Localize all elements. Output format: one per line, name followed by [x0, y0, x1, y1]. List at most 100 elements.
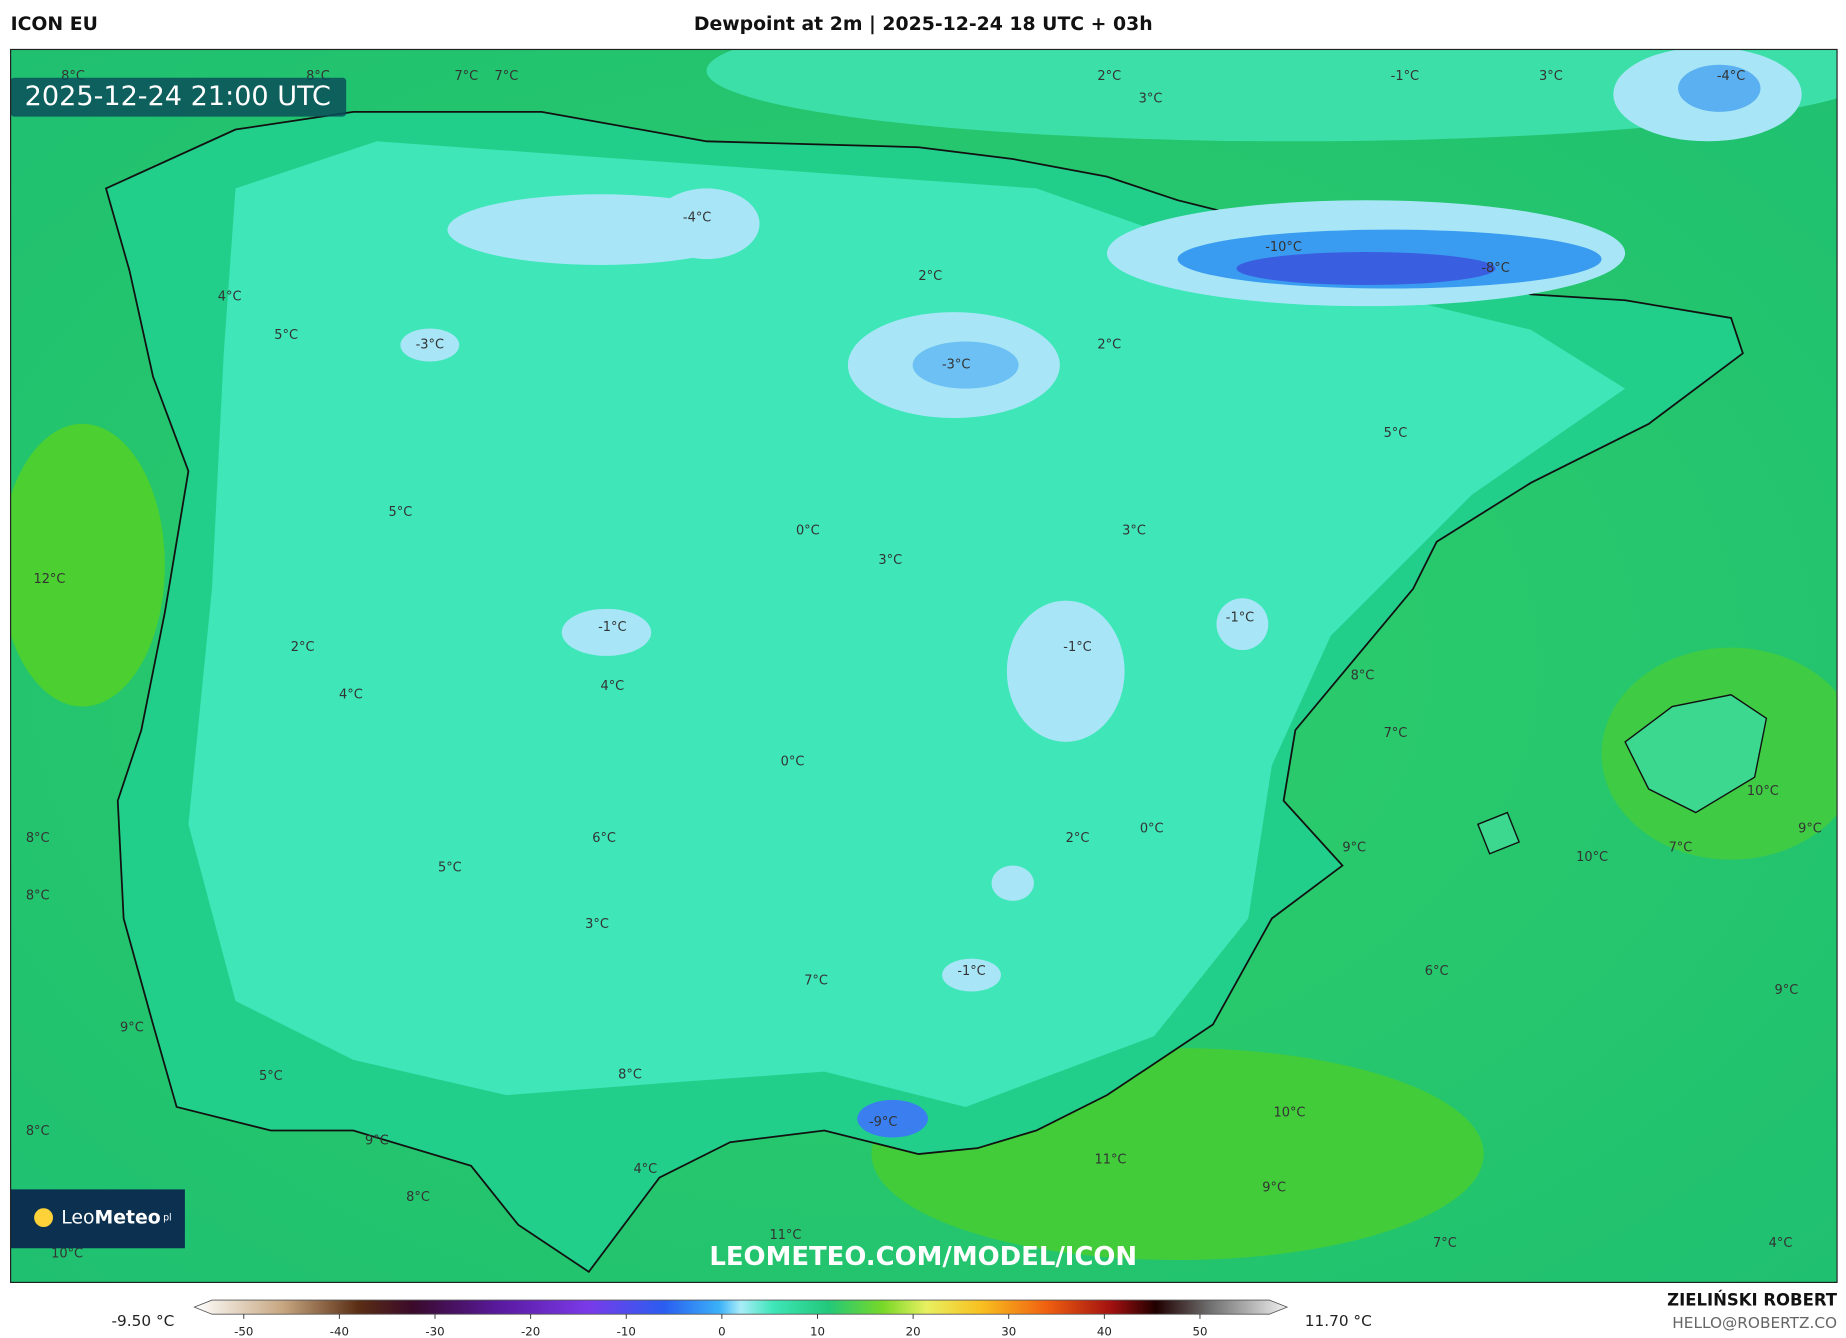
temperature-label: -8°C	[1481, 261, 1509, 276]
interior	[188, 141, 1626, 1107]
cold-area	[991, 865, 1034, 901]
cold-area	[653, 188, 760, 260]
ibiza	[1476, 811, 1521, 855]
temperature-label: 10°C	[51, 1247, 83, 1262]
temperature-label: 7°C	[1433, 1236, 1457, 1251]
logo: LeoMeteo pl	[61, 1207, 171, 1228]
temperature-labels: 8°C 8°C 7°C 7°C 2°C 3°C -1°C 3°C -4°C -4°C -10°C -8…	[26, 69, 1822, 1262]
temperature-label: 4°C	[600, 679, 624, 694]
temperature-label: -1°C	[1226, 611, 1254, 626]
warm-area	[10, 423, 165, 707]
valid-time: 2025-12-24 21:00 UTC	[25, 81, 331, 112]
cold-area	[400, 328, 460, 362]
temperature-label: 4°C	[218, 289, 242, 304]
temperature-label: 4°C	[633, 1162, 657, 1177]
temperature-label: 7°C	[804, 973, 828, 988]
temperature-label: 0°C	[796, 524, 820, 539]
temperature-label: 0°C	[781, 754, 805, 769]
temperature-label: 8°C	[618, 1068, 642, 1083]
temperature-label: 10°C	[1576, 850, 1608, 865]
temperature-label: 5°C	[438, 860, 462, 875]
mallorca	[1624, 694, 1768, 814]
colorbar-max: 11.70 °C	[1305, 1312, 1372, 1330]
colorbar-tick-label: -50	[234, 1324, 253, 1338]
temperature-label: 8°C	[26, 831, 50, 846]
cold-area	[1216, 598, 1269, 651]
temperature-label: -3°C	[416, 338, 444, 353]
temperature-label: 5°C	[259, 1069, 283, 1084]
temperature-label: 2°C	[918, 269, 942, 284]
temperature-label: -3°C	[942, 358, 970, 373]
cold-area	[1006, 600, 1125, 742]
colorbar-scale	[193, 1299, 1289, 1315]
temperature-label: 10°C	[1747, 784, 1779, 799]
colorbar-tick-label: 10	[810, 1324, 825, 1338]
temperature-label: 6°C	[592, 831, 616, 846]
temperature-label: 9°C	[1798, 822, 1822, 837]
temperature-label: -1°C	[957, 964, 985, 979]
temperature-label: 2°C	[291, 640, 315, 655]
temperature-label: 11°C	[769, 1228, 801, 1243]
logo-bold: Meteo	[95, 1207, 161, 1228]
logo-light: Leo	[61, 1207, 94, 1228]
temperature-label: -9°C	[869, 1115, 897, 1130]
temperature-label: 3°C	[1139, 91, 1163, 106]
temperature-label: 7°C	[1384, 726, 1408, 741]
map-frame	[10, 48, 1838, 1283]
temperature-label: 9°C	[1775, 983, 1799, 998]
colorbar: -9.50 °C 11.70 °C -50 -40 -30 -20 -10 0 10 20 30…	[112, 1299, 1372, 1338]
cold-area	[942, 958, 1001, 992]
temperature-label: 9°C	[365, 1134, 389, 1149]
temperature-label: -4°C	[683, 210, 711, 225]
colorbar-tick-label: 0	[718, 1324, 726, 1338]
time-box	[10, 77, 347, 117]
temperature-label: 3°C	[585, 917, 609, 932]
temperature-label: 8°C	[26, 1124, 50, 1139]
temperature-label: 8°C	[26, 889, 50, 904]
temperature-label: 2°C	[1066, 831, 1090, 846]
map-title: Dewpoint at 2m | 2025-12-24 18 UTC + 03h	[694, 14, 1153, 35]
watermark: LEOMETEO.COM/MODEL/ICON	[709, 1242, 1137, 1272]
temperature-label: -1°C	[598, 620, 626, 635]
temperature-label: 5°C	[274, 328, 298, 343]
temperature-label: 10°C	[1273, 1105, 1305, 1120]
colorbar-min: -9.50 °C	[112, 1312, 175, 1330]
temperature-label: 4°C	[339, 687, 363, 702]
temperature-label: 8°C	[406, 1190, 430, 1205]
temperature-label: 12°C	[33, 572, 65, 587]
map: 8°C 8°C 7°C 7°C 2°C 3°C -1°C 3°C -4°C -4°C -10°C -8…	[10, 49, 1838, 1283]
temperature-label: 7°C	[495, 69, 519, 84]
temperature-label: -1°C	[1063, 640, 1091, 655]
colorbar-tick-label: -20	[521, 1324, 540, 1338]
temperature-label: -10°C	[1265, 240, 1302, 255]
temperature-label: 9°C	[1342, 840, 1366, 855]
cold-area	[912, 341, 1019, 389]
colorbar-tick-label: 50	[1192, 1324, 1207, 1338]
temperature-label: 5°C	[389, 505, 413, 520]
logo-suffix: pl	[163, 1212, 172, 1223]
cold-area	[857, 1099, 928, 1138]
france	[706, 49, 1838, 142]
cold-area	[561, 608, 652, 656]
cold-area	[1678, 64, 1761, 112]
temperature-label: 3°C	[878, 553, 902, 568]
email: HELLO@ROBERTZ.CO	[1672, 1314, 1837, 1332]
temperature-label: 7°C	[1669, 840, 1693, 855]
temperature-label: 3°C	[1122, 524, 1146, 539]
temperature-label: 0°C	[1140, 822, 1164, 837]
cold-area	[1236, 252, 1496, 285]
model-name: ICON EU	[11, 14, 98, 35]
colorbar-tick-label: 20	[906, 1324, 921, 1338]
temperature-label: 4°C	[1769, 1236, 1793, 1251]
temperature-label: 11°C	[1094, 1152, 1126, 1167]
colorbar-tick-label: -40	[330, 1324, 349, 1338]
temperature-label: -4°C	[1717, 69, 1745, 84]
colorbar-tick-label: -30	[425, 1324, 444, 1338]
temperature-label: 3°C	[1539, 69, 1563, 84]
temperature-label: 9°C	[120, 1021, 144, 1036]
colorbar-tick-label: 30	[1001, 1324, 1016, 1338]
logo-sun	[34, 1208, 53, 1228]
